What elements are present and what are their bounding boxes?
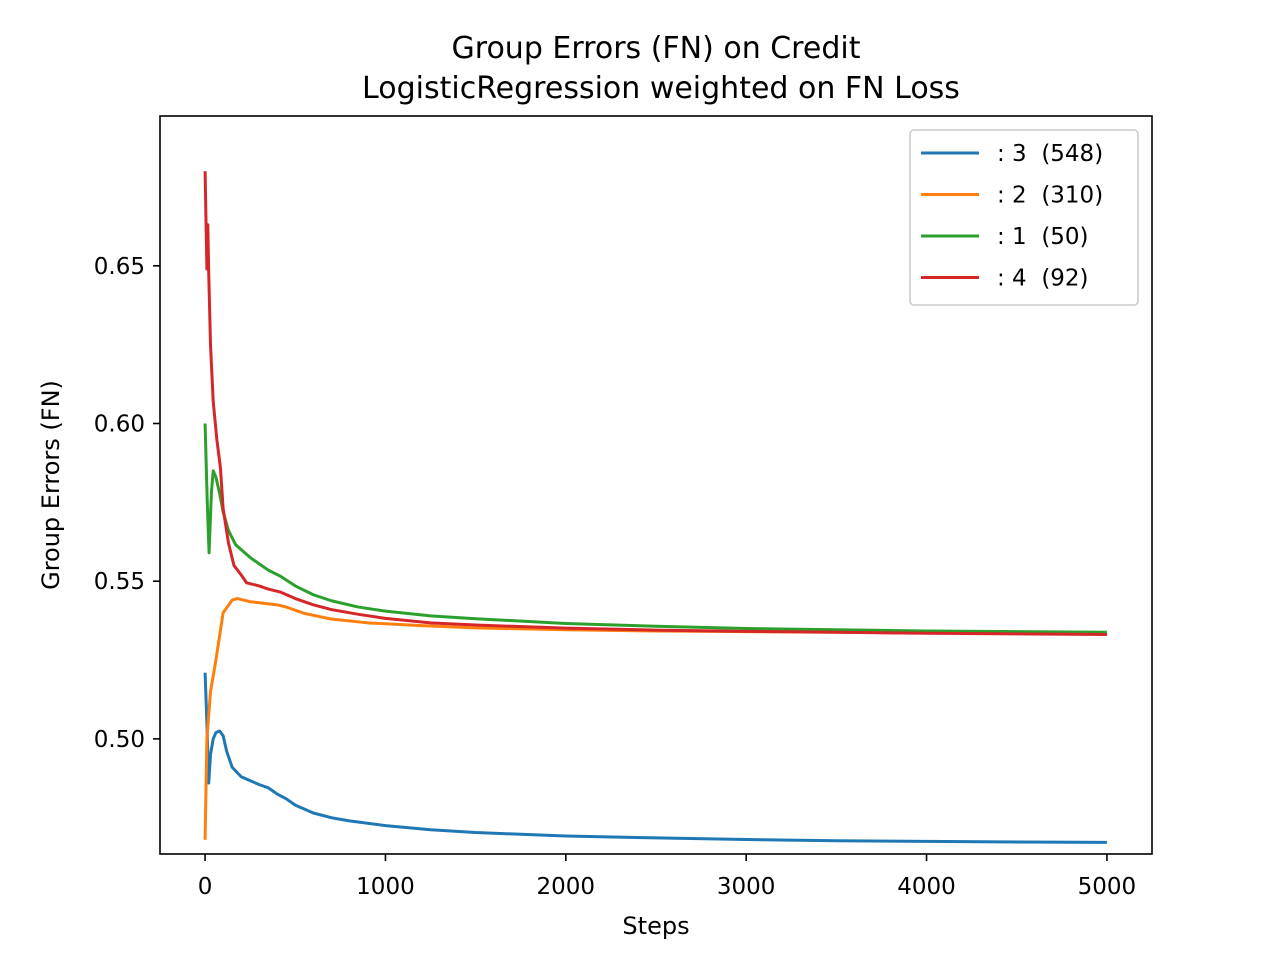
legend: : 3 (548) : 2 (310) : 1 (50) : 4 (92) xyxy=(909,129,1139,306)
series-layer xyxy=(203,171,1107,844)
x-tick-label: 3000 xyxy=(717,874,776,900)
legend-label-4: : 4 (92) xyxy=(997,266,1089,292)
tick-layer: 0 1000 2000 3000 4000 5000 0.50 0.55 0.60 0.65 xyxy=(94,254,1136,900)
y-tick-label: 0.55 xyxy=(94,569,145,595)
series-line-1 xyxy=(203,672,1107,844)
plot-frame xyxy=(159,115,1153,855)
x-tick-label: 2000 xyxy=(537,874,596,900)
chart-title: Group Errors (FN) on Credit xyxy=(452,31,861,66)
x-tick-label: 4000 xyxy=(897,874,956,900)
x-tick-label: 5000 xyxy=(1078,874,1137,900)
legend-label-2: : 2 (310) xyxy=(997,183,1103,209)
x-tick-label: 1000 xyxy=(356,874,415,900)
x-axis-label: Steps xyxy=(622,912,689,940)
y-tick-label: 0.50 xyxy=(94,727,145,753)
y-tick-label: 0.65 xyxy=(94,254,145,280)
chart-subtitle: LogisticRegression weighted on FN Loss xyxy=(362,71,960,106)
y-tick-label: 0.60 xyxy=(94,412,145,438)
legend-box xyxy=(909,129,1139,306)
y-axis-label: Group Errors (FN) xyxy=(37,380,65,590)
legend-label-1: : 3 (548) xyxy=(997,141,1103,167)
legend-label-3: : 1 (50) xyxy=(997,224,1089,250)
series-line-4 xyxy=(203,171,1107,636)
x-tick-label: 0 xyxy=(198,874,213,900)
series-line-3 xyxy=(203,423,1107,634)
